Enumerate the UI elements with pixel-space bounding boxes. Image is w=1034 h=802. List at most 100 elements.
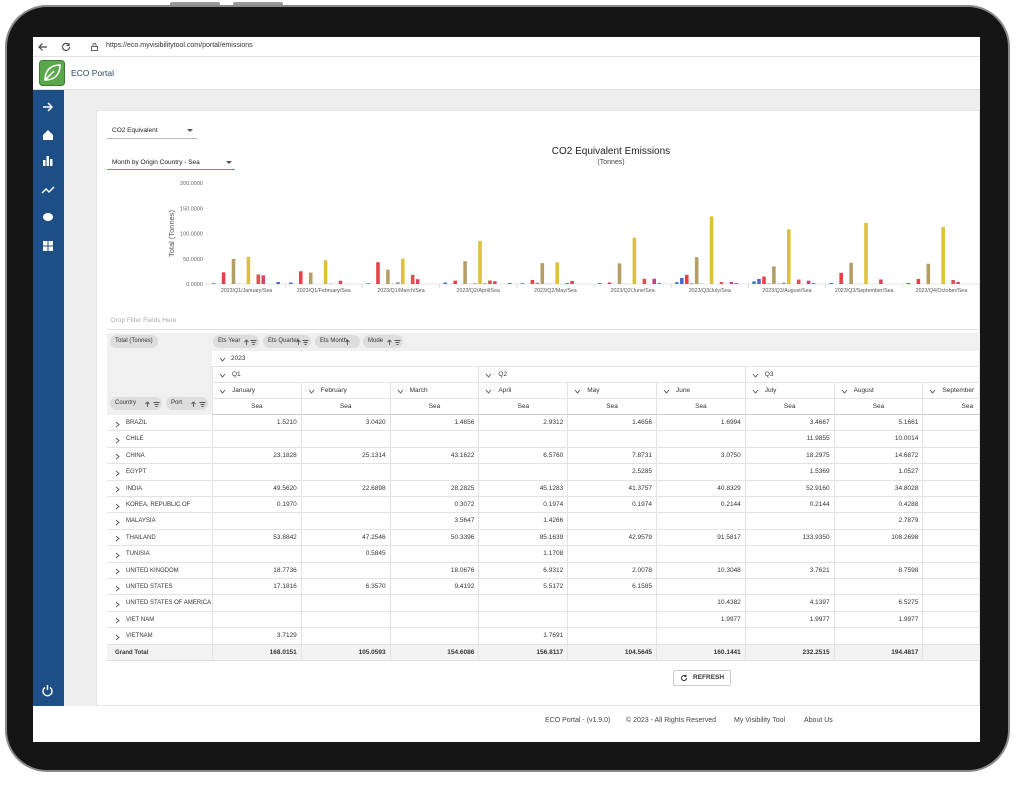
mode-header: Sea (212, 399, 301, 415)
country-cell[interactable]: CHILE (107, 431, 212, 448)
footer-link[interactable]: My Visibility Tool (734, 717, 786, 724)
bar (782, 282, 786, 284)
bar (762, 276, 766, 284)
empty-cell (744, 513, 834, 530)
empty-cell (300, 628, 390, 645)
grid-icon[interactable] (42, 240, 54, 252)
empty-cell (567, 628, 656, 645)
x-tick-label: 2023/Q4/October/Sea (916, 288, 968, 294)
row-field-chip[interactable]: Country (110, 397, 162, 410)
country-cell[interactable]: CHINA (107, 448, 212, 465)
logout-icon[interactable] (41, 684, 54, 697)
empty-cell (478, 611, 568, 629)
y-tick-label: 50.0000 (183, 257, 203, 263)
country-cell[interactable]: BRAZIL (107, 415, 212, 432)
value-cell: 160.1441 (656, 644, 745, 661)
value-cell: 9.4192 (389, 579, 479, 596)
bar (261, 275, 266, 284)
value-cell: 3.0750 (656, 447, 745, 465)
expand-icon (114, 584, 121, 591)
column-field-chip[interactable]: Ets Year (213, 335, 259, 348)
sidebar-icons[interactable] (41, 101, 55, 231)
country-cell[interactable]: VIET NAM (107, 612, 212, 629)
bar (956, 281, 960, 284)
bar (864, 222, 868, 284)
expand-icon (114, 551, 121, 559)
country-cell[interactable]: MALAYSIA (107, 513, 212, 530)
empty-cell (656, 546, 745, 563)
country-cell[interactable]: TUNISIA (107, 546, 212, 563)
footer-link[interactable]: About Us (804, 717, 833, 724)
country-cell[interactable]: UNITED STATES (107, 579, 212, 596)
empty-cell (212, 431, 301, 448)
value-cell: 0.4288 (833, 497, 923, 514)
expand-icon (663, 387, 670, 394)
back-button[interactable] (38, 42, 48, 52)
x-tick-label: 2023/Q2/June/Sea (611, 288, 655, 294)
empty-cell (656, 464, 745, 481)
empty-cell (300, 611, 390, 629)
empty-cell (922, 513, 980, 530)
month-header: July (744, 383, 834, 399)
column-field-chip[interactable]: Mode (363, 335, 403, 348)
app-title: ECO Portal (71, 68, 114, 78)
row-field-chip[interactable]: Port (166, 397, 208, 410)
empty-cell (300, 562, 390, 579)
value-cell: 0.1974 (478, 497, 568, 514)
country-cell[interactable]: VIETNAM (107, 628, 212, 645)
refresh-button[interactable]: REFRESH (673, 670, 731, 686)
sort-icon (144, 400, 151, 407)
value-cell: 2.5285 (567, 464, 656, 481)
empty-cell (922, 644, 980, 661)
card (96, 110, 980, 706)
sort-icon (295, 338, 302, 345)
month-header: March (389, 383, 479, 399)
chart: CO2 Equivalent Emissions (Tonnes) Total (T… (167, 146, 980, 294)
filter-icon (394, 338, 401, 345)
empty-cell (922, 497, 980, 514)
mode-header: Sea (389, 399, 479, 415)
bar (734, 282, 739, 284)
bar (916, 278, 921, 284)
country-cell[interactable]: INDIA (107, 481, 212, 497)
measure-select[interactable]: CO2 Equivalent (107, 123, 197, 139)
empty-cell (922, 611, 980, 629)
value-cell: 34.8028 (833, 480, 923, 497)
value-cell: 2.7879 (833, 513, 923, 530)
value-cell: 3.4667 (744, 415, 834, 432)
country-cell[interactable]: KOREA, REPUBLIC OF (107, 497, 212, 514)
value-cell: 14.6872 (833, 447, 923, 465)
value-cell: 1.1708 (478, 546, 568, 563)
value-cell: 1.4266 (478, 513, 568, 530)
y-tick-label: 200.0000 (180, 181, 203, 187)
empty-cell (744, 579, 834, 596)
value-cell: 3.0420 (300, 415, 390, 432)
filter-icon (302, 338, 309, 345)
country-cell[interactable]: EGYPT (107, 464, 212, 481)
view-select[interactable]: Month by Origin Country - Sea (107, 155, 235, 170)
column-field-chip[interactable]: Ets Quarter (263, 335, 311, 348)
reload-button[interactable] (61, 42, 71, 52)
app-header: ECO Portal (33, 57, 980, 90)
expand-icon (114, 502, 121, 509)
value-cell: 0.5845 (300, 546, 390, 563)
expand-icon (114, 567, 121, 575)
y-tick-label: 0.0000 (186, 282, 203, 288)
expand-icon (114, 452, 121, 460)
country-cell[interactable]: UNITED KINGDOM (107, 563, 212, 579)
data-field-chip[interactable]: Total (Tonnes) (110, 335, 158, 348)
country-cell[interactable]: UNITED STATES OF AMERICA (107, 595, 212, 612)
value-cell: 1.9977 (833, 611, 923, 629)
value-cell: 2.9312 (478, 415, 568, 432)
empty-cell (567, 546, 656, 563)
empty-cell (389, 611, 479, 629)
url[interactable]: https://eco.myvisibilitytool.com/portal/… (106, 42, 253, 49)
bar (555, 262, 559, 284)
bar (709, 216, 714, 284)
column-field-chip[interactable]: Ets Month (315, 335, 360, 348)
expand-icon (485, 371, 492, 378)
country-cell[interactable]: THAILAND (107, 530, 212, 547)
bar (289, 282, 293, 284)
value-cell: 1.5369 (744, 464, 834, 481)
